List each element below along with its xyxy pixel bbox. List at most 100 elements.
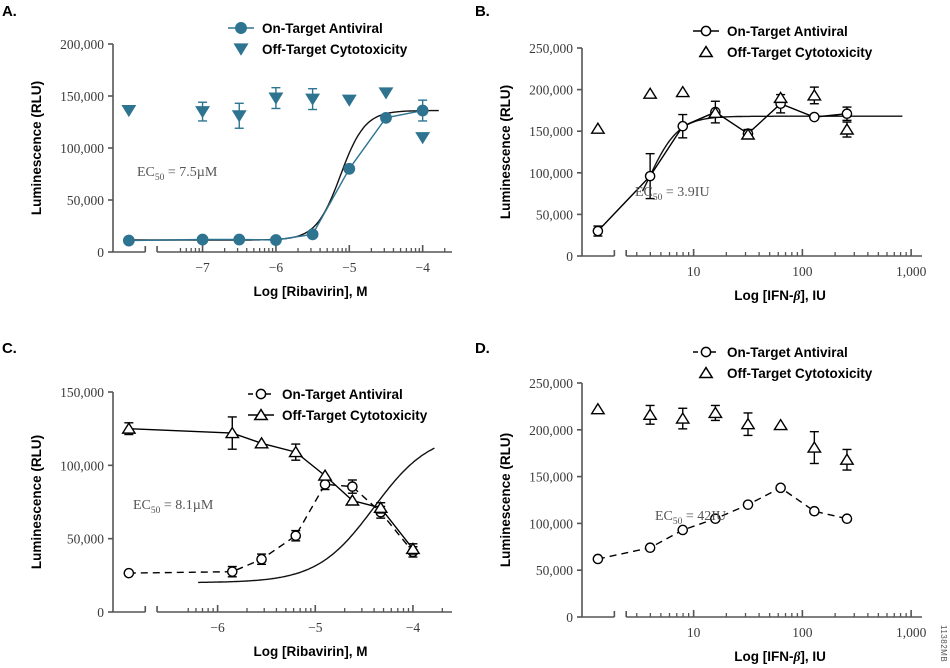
legend-item-off-target: Off-Target Cytotoxicity: [233, 42, 408, 57]
data-point: [806, 88, 822, 101]
chart-c: 0 50,000 100,000 150,000 Luminescence (RLU) −…: [29, 385, 452, 659]
x-tick-label: −4: [406, 620, 421, 635]
data-point: [806, 440, 822, 453]
x-tick-label: 100: [792, 625, 813, 640]
legend-item-off-target: Off-Target Cytotoxicity: [698, 45, 873, 60]
legend-item-on-target: On-Target Antiviral: [228, 21, 383, 36]
series-off-target: [590, 402, 855, 471]
x-axis-title: Log [Ribavirin], M: [254, 284, 368, 299]
data-point: [288, 445, 304, 458]
data-point: [644, 542, 656, 554]
series-line: [597, 102, 848, 232]
series-line: [128, 483, 414, 574]
data-point: [675, 85, 691, 98]
y-tick-label: 150,000: [529, 470, 573, 485]
y-tick-label: 50,000: [67, 532, 104, 547]
x-tick-label: −7: [195, 260, 210, 275]
x-axis-title: Log [IFN-β], IU: [734, 288, 826, 303]
data-point: [224, 426, 240, 439]
data-point: [344, 493, 360, 506]
chart-a: 0 50,000 100,000 150,000 200,000 Luminescence…: [29, 21, 452, 299]
data-point: [343, 162, 356, 175]
data-point: [841, 108, 853, 120]
ec50-annotation: EC50 = 42IU: [655, 509, 726, 527]
legend-label: On-Target Antiviral: [262, 21, 383, 36]
data-point: [305, 93, 321, 106]
y-tick-label: 150,000: [60, 385, 104, 400]
panel-c: C. 0 50,000 100,000 150,000 Luminescence (RL…: [0, 334, 475, 668]
x-tick-label: −5: [342, 260, 357, 275]
data-point: [256, 553, 267, 565]
data-point: [677, 120, 689, 132]
data-point: [373, 501, 389, 514]
ec50-annotation: EC50 = 3.9IU: [635, 185, 710, 203]
data-point: [121, 421, 137, 434]
data-point: [233, 233, 246, 246]
data-point: [254, 436, 270, 449]
data-point: [740, 417, 756, 430]
ec50-annotation: EC50 = 7.5µM: [137, 165, 218, 183]
legend-marker-circle: [700, 25, 712, 37]
data-point: [317, 468, 333, 481]
x-tick-label: −6: [269, 260, 284, 275]
data-point: [590, 402, 606, 415]
x-tick-label: −6: [210, 620, 225, 635]
series-off-target: [590, 85, 855, 140]
y-axis-title: Luminescence (RLU): [29, 435, 44, 569]
data-point: [707, 106, 723, 119]
series-on-target: [592, 93, 853, 237]
data-point: [196, 233, 209, 246]
y-tick-label: 0: [97, 605, 104, 620]
data-point: [773, 91, 789, 104]
panel-a: A. 0 50,000 100,000 150,000 200,000 Luminesce…: [0, 0, 475, 334]
figure-code-watermark: 11382MB: [939, 624, 948, 662]
y-axis-title: Luminescence (RLU): [498, 433, 513, 567]
y-tick-label: 200,000: [529, 423, 573, 438]
data-point: [405, 542, 421, 555]
panel-letter-b: B.: [475, 3, 490, 20]
data-point: [290, 530, 302, 542]
data-point: [268, 92, 284, 105]
data-point: [122, 234, 135, 247]
ec50-annotation: EC50 = 8.1µM: [133, 498, 214, 516]
panel-b: B. 0 50,000 100,000 150,000 200,000 250,000 Lu…: [475, 0, 950, 334]
legend-item-on-target: On-Target Antiviral: [693, 24, 848, 39]
y-tick-label: 100,000: [529, 166, 573, 181]
y-tick-label: 50,000: [67, 193, 104, 208]
data-point: [341, 94, 357, 107]
data-point: [415, 132, 431, 145]
data-point: [590, 121, 606, 134]
fit-curve: [198, 447, 435, 584]
data-point: [707, 406, 723, 419]
data-point: [226, 566, 238, 577]
data-point: [380, 111, 392, 124]
panel-letter-c: C.: [2, 340, 17, 357]
y-tick-label: 0: [566, 610, 573, 625]
legend-marker-circle: [255, 388, 267, 400]
legend: On-Target Antiviral Off-Target Cytotoxici…: [693, 24, 873, 60]
x-axis-title: Log [IFN-β], IU: [734, 649, 826, 664]
legend: On-Target Antiviral Off-Target Cytotoxici…: [693, 345, 873, 381]
data-point: [270, 234, 282, 246]
legend-item-on-target: On-Target Antiviral: [693, 345, 848, 360]
legend: On-Target Antiviral Off-Target Cytotoxici…: [228, 21, 408, 57]
data-point: [642, 86, 658, 99]
y-tick-label: 50,000: [536, 207, 573, 222]
series-line: [128, 428, 414, 550]
y-tick-label: 0: [97, 245, 104, 260]
x-axis-title: Log [Ribavirin], M: [254, 644, 368, 659]
x-tick-label: 1,000: [896, 264, 927, 279]
data-point: [319, 479, 331, 490]
legend-label: On-Target Antiviral: [727, 345, 848, 360]
y-tick-label: 100,000: [60, 458, 104, 473]
legend-label: On-Target Antiviral: [282, 387, 403, 402]
data-point: [742, 499, 754, 510]
y-tick-label: 200,000: [529, 83, 573, 98]
data-point: [839, 452, 855, 465]
panel-letter-a: A.: [2, 3, 17, 20]
x-tick-label: −5: [308, 620, 323, 635]
x-tick-label: 10: [687, 625, 701, 640]
data-point: [347, 481, 358, 492]
data-point: [644, 170, 656, 182]
y-tick-label: 100,000: [529, 516, 573, 531]
